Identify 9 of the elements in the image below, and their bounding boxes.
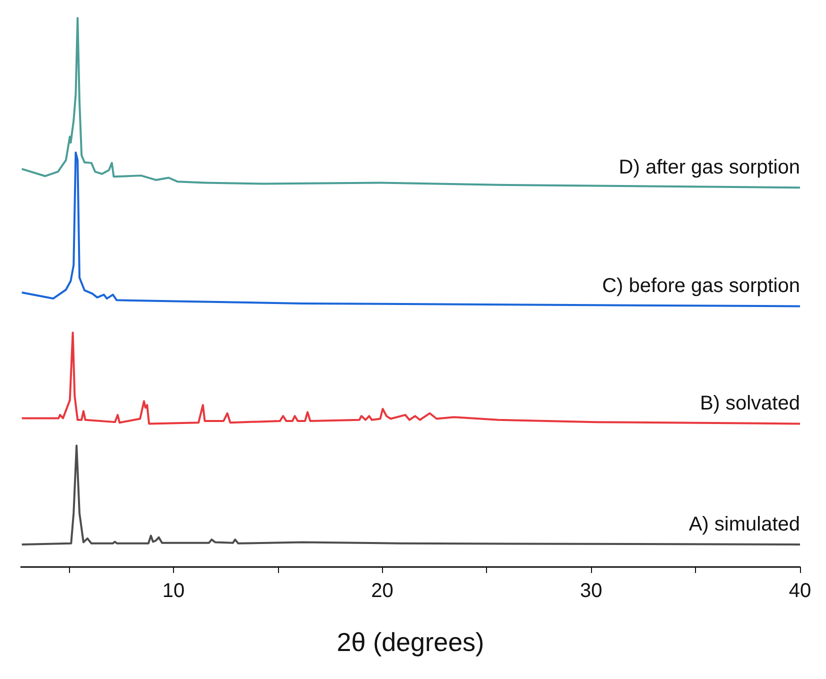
series-label: C) before gas sorption (602, 275, 800, 298)
x-tick-label: 20 (371, 580, 394, 602)
x-tick-label: 30 (580, 580, 602, 602)
series-label: D) after gas sorption (618, 156, 800, 179)
x-tick-label: 40 (788, 580, 812, 602)
x-axis-title: 2θ (degrees) (336, 627, 484, 657)
series-label: A) simulated (688, 513, 800, 536)
x-tick-label: 10 (162, 580, 185, 602)
series-label: B) solvated (700, 392, 800, 415)
